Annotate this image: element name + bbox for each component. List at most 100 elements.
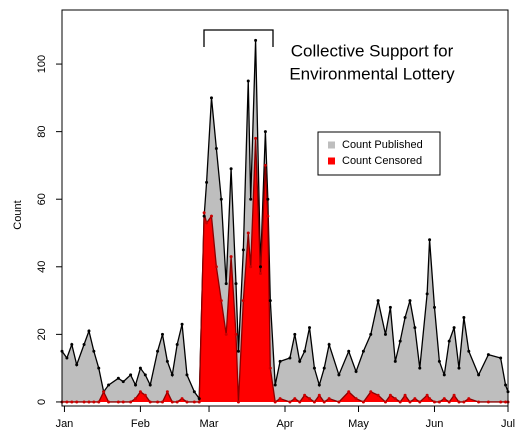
point bbox=[437, 400, 441, 404]
point bbox=[197, 397, 201, 401]
point bbox=[92, 400, 96, 404]
x-tick-label: Feb bbox=[131, 418, 150, 430]
point bbox=[337, 400, 341, 404]
legend-swatch bbox=[328, 157, 335, 165]
point bbox=[180, 322, 184, 326]
point bbox=[143, 393, 147, 397]
point bbox=[205, 180, 209, 184]
point bbox=[175, 343, 179, 347]
point bbox=[219, 299, 223, 303]
point bbox=[116, 400, 120, 404]
point bbox=[288, 356, 292, 360]
point bbox=[432, 305, 436, 309]
x-tick-label: Mar bbox=[200, 418, 219, 430]
area bbox=[62, 40, 508, 402]
point bbox=[347, 349, 351, 353]
point bbox=[425, 393, 429, 397]
point bbox=[175, 400, 179, 404]
y-tick-label: 40 bbox=[36, 261, 48, 273]
point bbox=[107, 400, 111, 404]
point bbox=[298, 400, 302, 404]
legend-box bbox=[317, 131, 441, 176]
point bbox=[467, 349, 471, 353]
point bbox=[408, 400, 412, 404]
point bbox=[229, 167, 233, 171]
point bbox=[219, 197, 223, 201]
point bbox=[246, 79, 250, 83]
y-axis-label: Count bbox=[12, 200, 24, 229]
point bbox=[354, 397, 358, 401]
point bbox=[403, 393, 407, 397]
point bbox=[413, 397, 417, 401]
y-tick-label: 80 bbox=[36, 126, 48, 138]
point bbox=[180, 397, 184, 401]
point bbox=[82, 400, 86, 404]
point bbox=[442, 373, 446, 377]
point bbox=[383, 332, 387, 336]
point bbox=[428, 397, 432, 401]
point bbox=[65, 400, 69, 404]
point bbox=[258, 272, 262, 276]
point bbox=[97, 400, 101, 404]
point bbox=[504, 400, 508, 404]
point bbox=[205, 221, 209, 225]
point bbox=[75, 400, 79, 404]
point bbox=[317, 393, 321, 397]
point bbox=[129, 400, 133, 404]
legend-label: Count Censored bbox=[342, 155, 422, 167]
point bbox=[432, 400, 436, 404]
point bbox=[462, 315, 466, 319]
point bbox=[457, 400, 461, 404]
line bbox=[61, 40, 509, 401]
point bbox=[298, 359, 302, 363]
point bbox=[293, 332, 297, 336]
point bbox=[185, 373, 189, 377]
annotation-bracket bbox=[203, 29, 274, 47]
annotation: Collective Support for bbox=[291, 41, 454, 60]
point bbox=[197, 400, 201, 404]
point bbox=[273, 400, 277, 404]
x-tick-label: May bbox=[348, 418, 369, 430]
point bbox=[160, 332, 164, 336]
point bbox=[308, 326, 312, 330]
point bbox=[234, 282, 238, 286]
y-tick-label: 100 bbox=[36, 55, 48, 73]
point bbox=[462, 400, 466, 404]
point bbox=[327, 343, 331, 347]
point bbox=[254, 136, 258, 140]
x-tick-label: Jan bbox=[56, 418, 74, 430]
point bbox=[393, 397, 397, 401]
point bbox=[278, 397, 282, 401]
point bbox=[263, 163, 267, 167]
point bbox=[303, 349, 307, 353]
point bbox=[312, 400, 316, 404]
point bbox=[361, 349, 365, 353]
point bbox=[408, 299, 412, 303]
point bbox=[234, 332, 238, 336]
point bbox=[156, 400, 160, 404]
point bbox=[138, 366, 142, 370]
point bbox=[293, 397, 297, 401]
point bbox=[143, 373, 147, 377]
point bbox=[467, 397, 471, 401]
point bbox=[156, 349, 160, 353]
point bbox=[347, 390, 351, 394]
point bbox=[308, 397, 312, 401]
point bbox=[361, 400, 365, 404]
point bbox=[369, 332, 373, 336]
point bbox=[442, 397, 446, 401]
point bbox=[376, 299, 380, 303]
point bbox=[165, 390, 169, 394]
point bbox=[398, 400, 402, 404]
x-tick-label: Apr bbox=[276, 418, 293, 430]
point bbox=[236, 349, 240, 353]
point bbox=[428, 238, 432, 242]
point bbox=[148, 383, 152, 387]
legend-label: Count Published bbox=[342, 139, 423, 151]
point bbox=[303, 393, 307, 397]
point bbox=[437, 359, 441, 363]
point bbox=[70, 400, 74, 404]
point bbox=[134, 383, 138, 387]
y-tick-label: 20 bbox=[36, 328, 48, 340]
point bbox=[278, 359, 282, 363]
